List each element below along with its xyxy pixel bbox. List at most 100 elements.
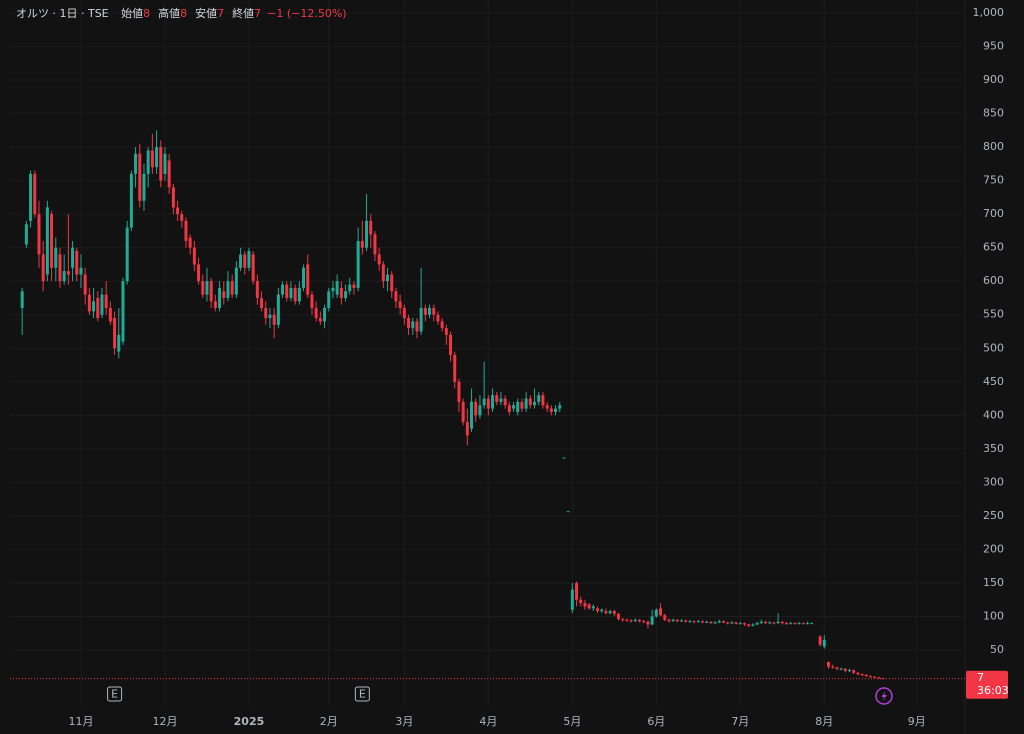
candle-body	[167, 160, 171, 188]
candle-body	[797, 623, 801, 625]
candle-body	[839, 668, 843, 670]
y-tick-label: 150	[983, 576, 1004, 589]
candle-body	[722, 621, 726, 623]
y-tick-label: 900	[983, 73, 1004, 86]
change: −1 (−12.50%)	[267, 7, 347, 20]
candle-body	[667, 619, 671, 622]
candle-body	[268, 314, 272, 319]
candle-body	[318, 318, 322, 322]
candle-body	[415, 321, 419, 332]
candle-body	[877, 677, 881, 679]
candle-body	[822, 639, 826, 647]
candle-body	[134, 153, 138, 174]
y-tick-label: 350	[983, 442, 1004, 455]
candle-body	[541, 395, 545, 406]
candle-body	[428, 308, 432, 315]
candle-body	[113, 318, 117, 349]
x-tick-label: 2025	[234, 715, 265, 728]
candle-body	[146, 150, 150, 174]
candle-body	[108, 308, 112, 322]
x-tick-label: 3月	[395, 715, 413, 728]
candle-body	[810, 623, 814, 625]
candle-body	[226, 281, 230, 298]
candle-body	[411, 321, 415, 329]
y-tick-label: 550	[983, 308, 1004, 321]
candle-body	[75, 251, 79, 275]
candle-body	[83, 274, 87, 295]
candle-body	[768, 622, 772, 624]
candle-body	[675, 619, 679, 622]
candle-body	[587, 604, 591, 609]
candle-body	[474, 401, 478, 416]
candle-body	[848, 670, 852, 672]
candle-body	[58, 254, 62, 282]
candle-body	[537, 395, 541, 402]
candle-body	[222, 291, 226, 298]
candle-body	[339, 287, 343, 298]
candle-body	[617, 613, 621, 620]
candle-body	[142, 173, 146, 201]
symbol[interactable]: オルツ · 1日 · TSE	[16, 7, 109, 20]
close-value: 7	[254, 7, 262, 20]
earnings-label: E	[359, 688, 366, 701]
candle-body	[852, 670, 856, 673]
candle-body	[516, 401, 520, 412]
y-tick-label: 1,000	[973, 6, 1005, 19]
candle-body	[638, 619, 642, 622]
candle-body	[436, 314, 440, 322]
x-tick-label: 9月	[908, 715, 926, 728]
candle-body	[381, 264, 385, 282]
candle-body	[344, 291, 348, 298]
candle-body	[743, 623, 747, 625]
candle-body	[386, 274, 390, 282]
candle-body	[264, 308, 268, 319]
candle-body	[524, 398, 528, 409]
y-tick-label: 400	[983, 408, 1004, 421]
y-tick-label: 750	[983, 174, 1004, 187]
event-icon[interactable]	[875, 687, 893, 705]
y-tick-label: 500	[983, 341, 1004, 354]
candle-body	[314, 308, 318, 319]
candle-body	[117, 334, 121, 352]
candle-body	[54, 247, 58, 268]
candle-body	[243, 254, 247, 268]
x-tick-label: 12月	[152, 715, 177, 728]
candle-body	[171, 187, 175, 208]
candle-body	[260, 297, 264, 309]
candle-body	[323, 308, 327, 322]
candle-body	[692, 621, 696, 623]
earnings-marker	[354, 686, 370, 702]
candle-body	[642, 621, 646, 623]
candle-body	[764, 621, 768, 624]
candle-body	[71, 247, 75, 268]
candle-body	[780, 621, 784, 624]
y-tick-label: 800	[983, 140, 1004, 153]
candle-body	[701, 621, 705, 623]
candle-body	[612, 611, 616, 614]
candle-body	[449, 334, 453, 355]
candle-body	[348, 284, 352, 292]
candle-body	[486, 398, 490, 409]
candle-body	[272, 314, 276, 325]
candle-body	[726, 622, 730, 624]
candle-body	[478, 405, 482, 416]
y-tick-label: 650	[983, 241, 1004, 254]
x-tick-label: 2月	[320, 715, 338, 728]
candle-body	[604, 611, 608, 614]
candle-body	[869, 676, 873, 678]
candle-body	[176, 207, 180, 215]
candle-body	[608, 611, 612, 614]
candle-body	[776, 621, 780, 624]
candle-body	[163, 153, 167, 174]
high-value: 8	[180, 7, 188, 20]
candle-body	[50, 214, 54, 268]
candle-body	[747, 624, 751, 626]
y-tick-label: 250	[983, 509, 1004, 522]
candle-body	[755, 623, 759, 625]
low-value: 7	[217, 7, 225, 20]
candle-body	[549, 408, 553, 412]
candle-body	[654, 609, 658, 617]
candle-body	[633, 619, 637, 622]
